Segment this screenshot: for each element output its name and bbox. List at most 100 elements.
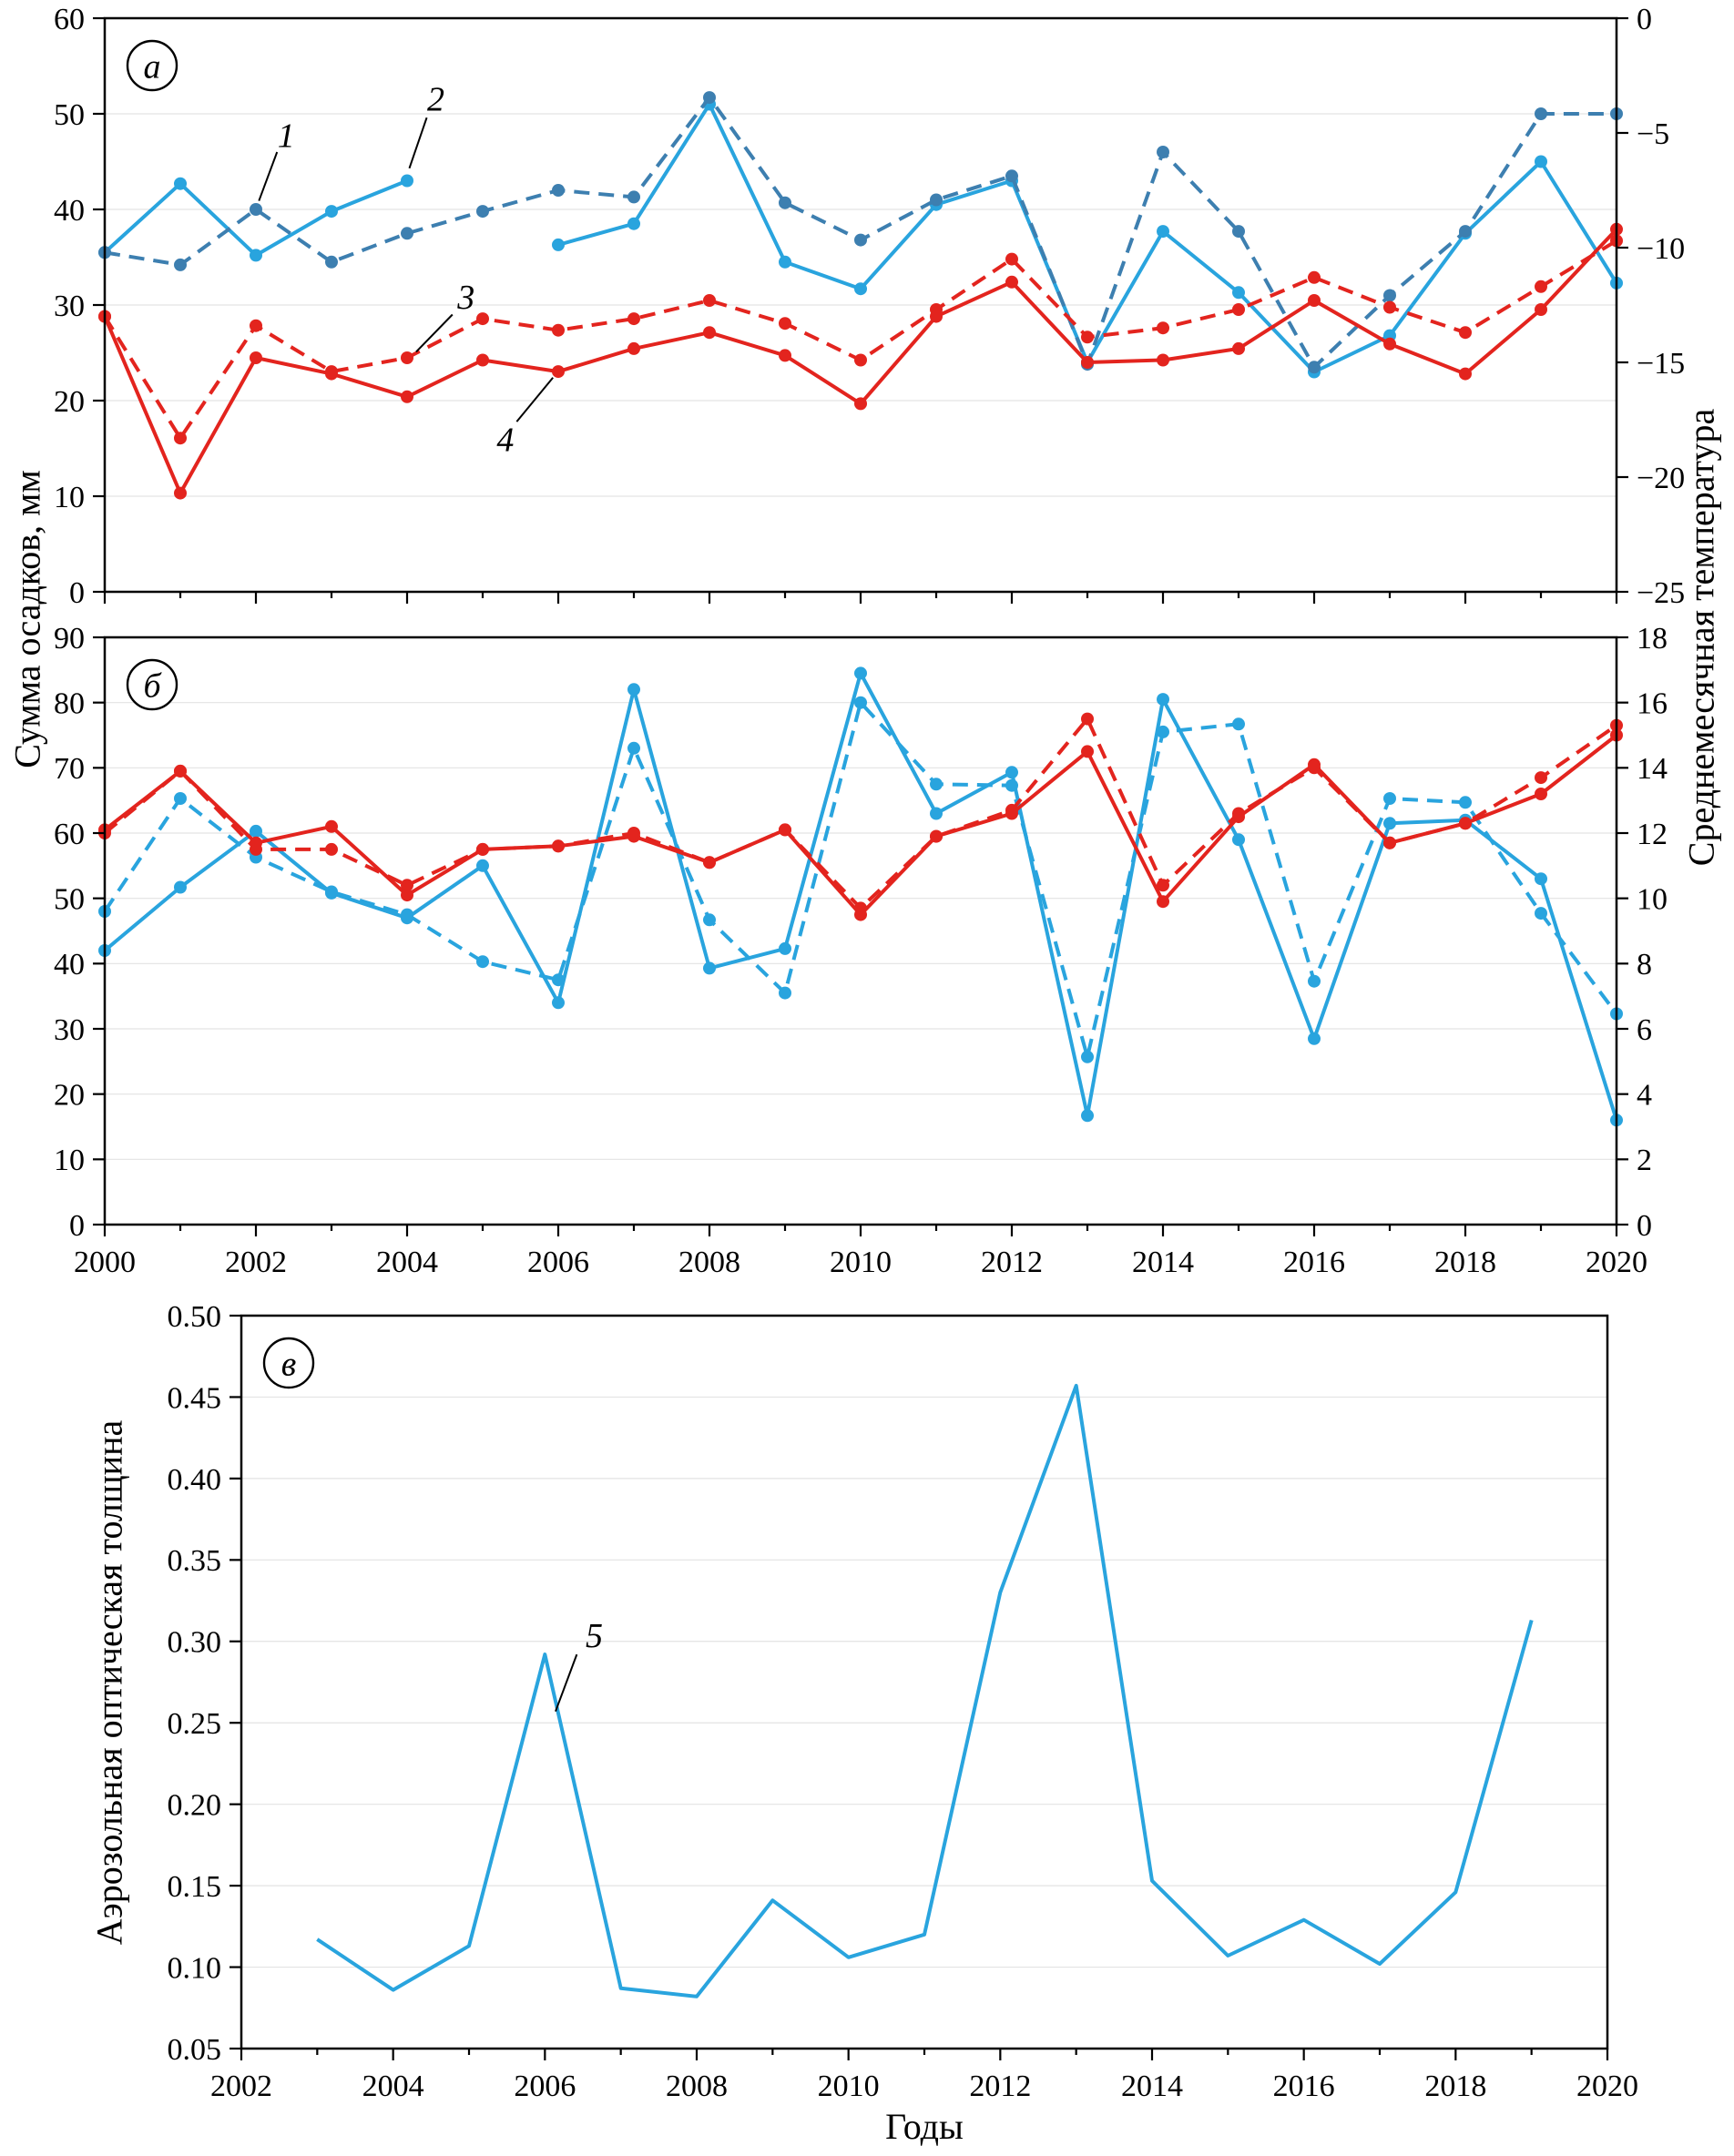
series-group [98,666,1623,1127]
annotation-label-2: 2 [427,81,444,119]
right-y-axis-label-text: Среднемесячная температура [1680,408,1722,867]
series-line-2 [103,700,1618,1059]
left-tick-label: 40 [54,948,85,981]
left-axis-ticks: 0 10 20 30 40 50 60 [54,3,105,605]
right-tick-label: 2 [1637,1144,1652,1177]
annotation-leader-1 [258,151,279,201]
gridlines [105,113,1617,497]
right-tick-label: 6 [1637,1013,1652,1047]
x-tick-label: 2010 [818,2070,880,2103]
left-axis-ticks: 0 10 20 30 40 50 60 70 80 90 [54,622,105,1243]
left-tick-label: 90 [54,622,85,656]
right-tick-label: 10 [1637,883,1668,917]
left-tick-label: 0.15 [168,1870,222,1904]
left-tick-label: 10 [54,481,85,514]
series-line-5 [316,1383,1534,1998]
left-tick-label: 50 [54,98,85,132]
left-tick-label: 50 [54,883,85,917]
left-tick-label: 60 [54,818,85,851]
series-markers-3 [98,712,1623,915]
annotation-leader-5 [555,1653,578,1713]
left-tick-label: 0.30 [168,1626,222,1660]
x-tick-label: 2004 [362,2070,424,2103]
right-axis-ticks: −25 −20 −15 −10 −5 0 [1617,3,1685,605]
left-tick-label: 0 [69,576,85,605]
x-tick-label: 2002 [210,2070,272,2103]
x-tick-label: 2008 [678,1246,740,1275]
x-tick-label: 2014 [1121,2070,1183,2103]
right-tick-label: −15 [1637,347,1685,381]
plot-frame [103,636,1618,1226]
right-tick-label: −10 [1637,232,1685,266]
x-axis-label-text: Годы [885,2106,964,2147]
x-axis-ticks [103,592,1618,604]
x-axis-ticks: 2002 2004 2006 2008 2010 2012 2014 2016 2018 2020 [210,2049,1638,2103]
annotation-leader-2 [408,117,428,169]
series-line-3 [103,717,1618,910]
right-tick-label: 16 [1637,687,1668,721]
x-tick-label: 2006 [527,1246,589,1275]
x-tick-label: 2018 [1434,1246,1496,1275]
right-tick-label: −20 [1637,462,1685,495]
x-tick-label: 2000 [74,1246,136,1275]
left-tick-label: 20 [54,385,85,419]
x-tick-label: 2006 [514,2070,576,2103]
aod-y-axis-label-text: Аэрозольная оптическая толщина [88,1419,130,1946]
x-tick-label: 2008 [666,2070,728,2103]
gridlines [241,1396,1607,1968]
right-tick-label: 0 [1637,3,1652,36]
panel-letter-circle [126,658,178,711]
left-tick-label: 0 [69,1209,85,1243]
x-tick-label: 2016 [1283,1246,1345,1275]
left-tick-label: 0.25 [168,1707,222,1741]
x-tick-label: 2004 [376,1246,438,1275]
x-tick-label: 2012 [981,1246,1043,1275]
right-tick-label: 8 [1637,948,1652,981]
series-line-2 [104,96,1617,370]
right-tick-label: −5 [1637,117,1669,151]
x-tick-label: 2016 [1273,2070,1335,2103]
left-tick-label: 0.05 [168,2033,222,2067]
panel-a-chart: 0 10 20 30 40 50 60 −25 −20 −15 −10 −5 0 1 2 3 4 а [54,3,1685,605]
gridlines [105,702,1617,1160]
left-axis-ticks: 0.05 0.10 0.15 0.20 0.25 0.30 0.35 0.40 0.45 0.50 [168,1300,241,2067]
annotation-label-3: 3 [456,279,474,317]
left-tick-label: 0.45 [168,1381,222,1415]
right-tick-label: 4 [1637,1079,1652,1113]
x-tick-label: 2020 [1586,1246,1647,1275]
annotation-label-5: 5 [586,1617,603,1655]
left-y-axis-label-text: Сумма осадков, мм [6,470,48,768]
left-tick-label: 40 [54,194,85,228]
series-markers-4 [98,728,1623,921]
x-tick-label: 2010 [830,1246,892,1275]
left-tick-label: 0.10 [168,1951,222,1985]
annotation-leader-4 [515,377,554,422]
panel-letter: в [281,1345,297,1383]
left-tick-label: 80 [54,687,85,721]
right-axis-ticks: 0 2 4 6 8 10 12 14 16 18 [1617,622,1668,1243]
right-tick-label: 18 [1637,622,1668,656]
panel-v-chart: 0.05 0.10 0.15 0.20 0.25 0.30 0.35 0.40 0.45 0.50… [168,1300,1639,2103]
right-tick-label: 0 [1637,1209,1652,1243]
left-tick-label: 60 [54,3,85,36]
x-tick-label: 2012 [969,2070,1031,2103]
x-tick-label: 2020 [1576,2070,1638,2103]
x-axis-label: Годы [885,2105,964,2148]
series-markers-4 [98,222,1623,500]
right-tick-label: −25 [1637,576,1685,605]
series-group [98,91,1623,500]
right-tick-label: 14 [1637,752,1668,786]
annotation-label-1: 1 [278,117,295,155]
left-tick-label: 30 [54,290,85,323]
panel-letter-circle [126,39,178,92]
x-tick-label: 2018 [1424,2070,1486,2103]
left-tick-label: 70 [54,752,85,786]
left-tick-label: 0.35 [168,1544,222,1578]
right-tick-label: 12 [1637,818,1668,851]
x-axis-ticks: 2000 2002 2004 2006 2008 2010 2012 2014 2016 2018… [74,1225,1647,1275]
left-tick-label: 0.50 [168,1300,222,1334]
left-tick-label: 0.40 [168,1463,222,1497]
series-markers-2 [98,91,1623,374]
